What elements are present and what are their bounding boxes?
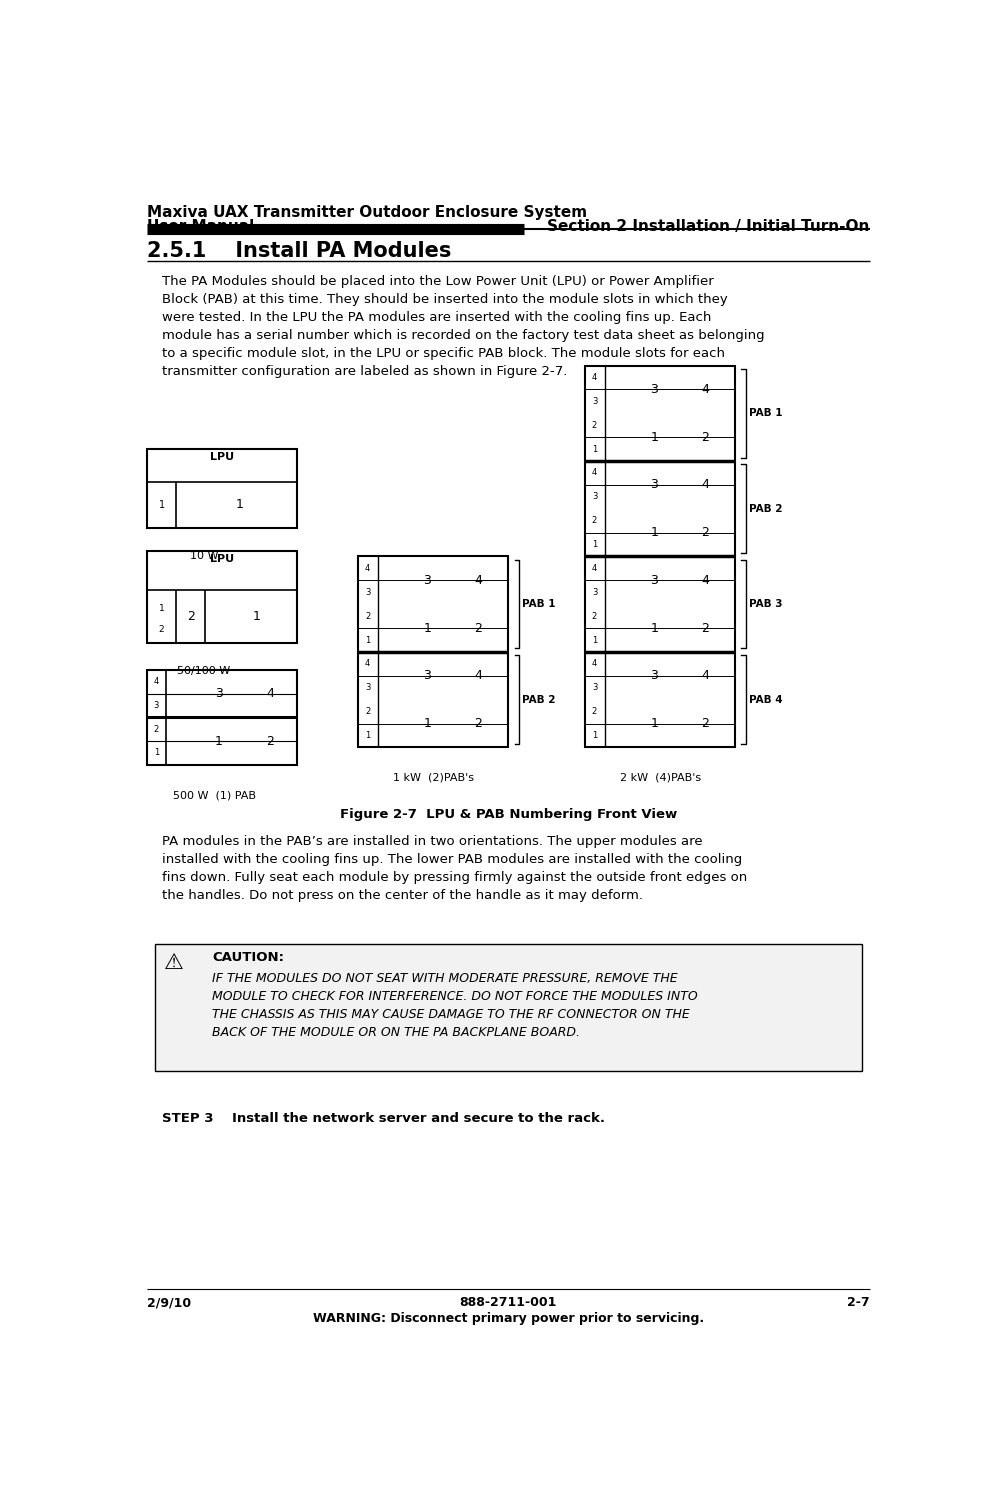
Text: 4: 4 bbox=[474, 669, 482, 682]
Text: 4: 4 bbox=[592, 564, 597, 573]
Text: ⚠: ⚠ bbox=[164, 953, 184, 974]
Text: 1: 1 bbox=[651, 526, 658, 540]
Text: 3: 3 bbox=[424, 669, 432, 682]
Text: The PA Modules should be placed into the Low Power Unit (LPU) or Power Amplifier: The PA Modules should be placed into the… bbox=[163, 275, 765, 379]
Text: 2: 2 bbox=[266, 735, 274, 747]
Text: 2/9/10: 2/9/10 bbox=[147, 1296, 191, 1309]
Text: 1: 1 bbox=[215, 735, 223, 747]
Text: 2: 2 bbox=[592, 421, 597, 430]
Text: IF THE MODULES DO NOT SEAT WITH MODERATE PRESSURE, REMOVE THE
MODULE TO CHECK FO: IF THE MODULES DO NOT SEAT WITH MODERATE… bbox=[212, 972, 698, 1039]
Text: LPU: LPU bbox=[210, 555, 234, 564]
Text: 3: 3 bbox=[215, 687, 223, 700]
Text: PAB 4: PAB 4 bbox=[749, 694, 783, 705]
Text: 2: 2 bbox=[592, 706, 597, 715]
Text: 1: 1 bbox=[651, 622, 658, 634]
Text: 3: 3 bbox=[592, 684, 597, 693]
Text: 4: 4 bbox=[365, 564, 370, 573]
Text: 2: 2 bbox=[365, 612, 370, 621]
Text: 4: 4 bbox=[701, 669, 709, 682]
Text: 3: 3 bbox=[651, 574, 658, 586]
Text: 1: 1 bbox=[592, 445, 597, 454]
Text: 4: 4 bbox=[701, 478, 709, 491]
Text: Section 2 Installation / Initial Turn-On: Section 2 Installation / Initial Turn-On bbox=[548, 218, 870, 233]
Text: 2: 2 bbox=[365, 706, 370, 715]
Text: Figure 2-7  LPU & PAB Numbering Front View: Figure 2-7 LPU & PAB Numbering Front Vie… bbox=[340, 807, 677, 821]
Text: Maxiva UAX Transmitter Outdoor Enclosure System: Maxiva UAX Transmitter Outdoor Enclosure… bbox=[147, 204, 587, 219]
Text: 2: 2 bbox=[701, 431, 709, 443]
Text: 1: 1 bbox=[159, 499, 165, 510]
Text: PA modules in the PAB’s are installed in two orientations. The upper modules are: PA modules in the PAB’s are installed in… bbox=[163, 836, 748, 902]
Text: LPU: LPU bbox=[210, 452, 234, 463]
Text: 1: 1 bbox=[592, 540, 597, 549]
Text: 2: 2 bbox=[592, 612, 597, 621]
Text: 2: 2 bbox=[159, 625, 165, 634]
Text: 2: 2 bbox=[154, 724, 159, 733]
Text: STEP 3    Install the network server and secure to the rack.: STEP 3 Install the network server and se… bbox=[163, 1112, 605, 1124]
Text: 2: 2 bbox=[701, 622, 709, 634]
Text: 500 W  (1) PAB: 500 W (1) PAB bbox=[173, 791, 256, 800]
Text: 4: 4 bbox=[701, 574, 709, 586]
Text: PAB 3: PAB 3 bbox=[749, 600, 783, 609]
Text: 4: 4 bbox=[266, 687, 274, 700]
Text: 1: 1 bbox=[424, 622, 432, 634]
Text: 1: 1 bbox=[592, 730, 597, 739]
Text: 1: 1 bbox=[651, 431, 658, 443]
Text: 3: 3 bbox=[651, 669, 658, 682]
Text: PAB 1: PAB 1 bbox=[749, 409, 783, 418]
Text: 3: 3 bbox=[154, 700, 159, 709]
Text: 4: 4 bbox=[592, 373, 597, 382]
Text: 4: 4 bbox=[592, 660, 597, 669]
Text: PAB 2: PAB 2 bbox=[522, 694, 556, 705]
Text: 3: 3 bbox=[592, 397, 597, 406]
Text: 3: 3 bbox=[424, 574, 432, 586]
Text: 2: 2 bbox=[592, 516, 597, 525]
Text: 3: 3 bbox=[592, 588, 597, 597]
Text: 888-2711-001: 888-2711-001 bbox=[459, 1296, 558, 1309]
Text: PAB 1: PAB 1 bbox=[522, 600, 556, 609]
Text: 1: 1 bbox=[592, 636, 597, 645]
Text: 4: 4 bbox=[365, 660, 370, 669]
Text: 1: 1 bbox=[159, 604, 165, 613]
Text: 50/100 W: 50/100 W bbox=[178, 666, 231, 676]
Text: 10 W: 10 W bbox=[189, 550, 218, 561]
Text: User Manual: User Manual bbox=[147, 218, 254, 233]
Text: 4: 4 bbox=[474, 574, 482, 586]
Text: 4: 4 bbox=[154, 678, 159, 687]
Text: 4: 4 bbox=[701, 383, 709, 395]
Text: 3: 3 bbox=[365, 684, 370, 693]
Text: CAUTION:: CAUTION: bbox=[212, 951, 285, 963]
Text: 1: 1 bbox=[424, 717, 432, 730]
Text: 1: 1 bbox=[236, 497, 244, 511]
Text: 3: 3 bbox=[651, 383, 658, 395]
FancyBboxPatch shape bbox=[155, 944, 862, 1072]
Text: PAB 2: PAB 2 bbox=[749, 504, 783, 514]
Text: 4: 4 bbox=[592, 469, 597, 478]
Text: WARNING: Disconnect primary power prior to servicing.: WARNING: Disconnect primary power prior … bbox=[312, 1312, 704, 1326]
Text: 3: 3 bbox=[592, 493, 597, 502]
Text: 1: 1 bbox=[365, 636, 370, 645]
Text: 1: 1 bbox=[365, 730, 370, 739]
Text: 2: 2 bbox=[474, 717, 482, 730]
Text: 1: 1 bbox=[154, 748, 159, 758]
Text: 3: 3 bbox=[365, 588, 370, 597]
Text: 3: 3 bbox=[651, 478, 658, 491]
Text: 2-7: 2-7 bbox=[847, 1296, 870, 1309]
Text: 2: 2 bbox=[474, 622, 482, 634]
Text: 2: 2 bbox=[186, 610, 194, 622]
Text: 1: 1 bbox=[651, 717, 658, 730]
Text: 1: 1 bbox=[253, 610, 261, 622]
Text: 2: 2 bbox=[701, 526, 709, 540]
Text: 2.5.1    Install PA Modules: 2.5.1 Install PA Modules bbox=[147, 240, 451, 260]
Text: 2 kW  (4)PAB's: 2 kW (4)PAB's bbox=[620, 773, 700, 783]
Text: 2: 2 bbox=[701, 717, 709, 730]
Text: 1 kW  (2)PAB's: 1 kW (2)PAB's bbox=[393, 773, 474, 783]
